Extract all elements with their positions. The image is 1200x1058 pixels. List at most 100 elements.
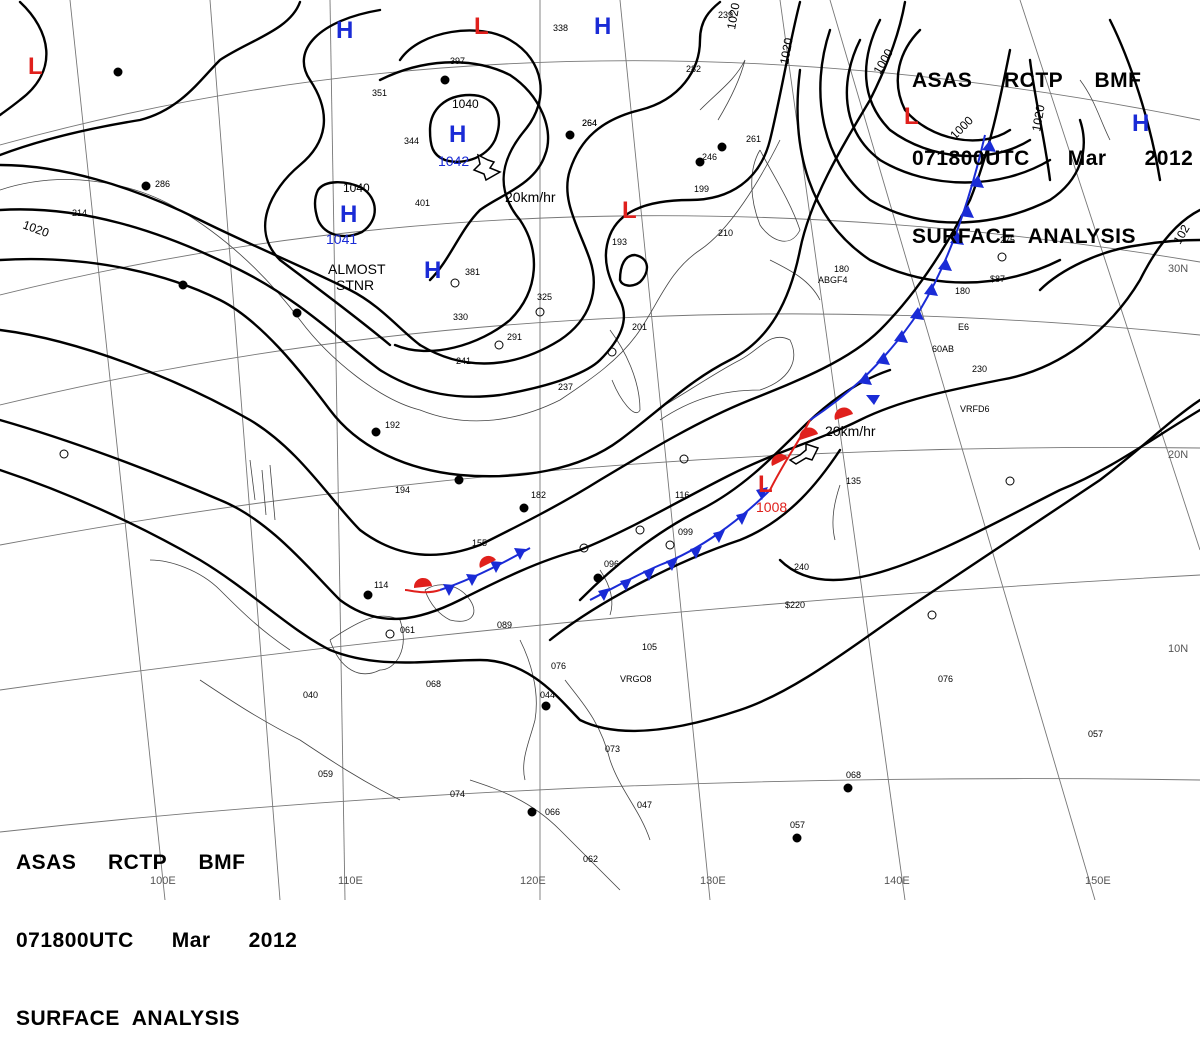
station-data: 338 397 351 344 401 381 330 325 264 246 …: [72, 10, 1103, 864]
isobar: [0, 208, 1200, 621]
graticule-labels: 100E 110E 120E 130E 140E 150E 30N 20N 10…: [150, 263, 1188, 887]
isobar: [313, 181, 376, 238]
isobars: [0, 0, 1200, 733]
warm-front-west-bumps: [413, 555, 496, 588]
isobar: [1108, 18, 1162, 182]
pressure-centers: H H H H H H L L L L L: [28, 13, 1149, 498]
isobar: [0, 48, 1012, 557]
station-value: 401: [415, 198, 430, 208]
stationary-label-2: STNR: [336, 277, 374, 293]
footer-line-1: ASAS RCTP BMF: [16, 851, 246, 874]
cold-front-barbs: [858, 140, 996, 405]
annotations: 20km/hr 20km/hr ALMOST STNR: [328, 189, 876, 439]
station-value: 074: [450, 789, 465, 799]
station-value: 192: [385, 420, 400, 430]
lon-label: 140E: [884, 875, 910, 887]
station-value: 261: [746, 134, 761, 144]
lon-label: 150E: [1085, 875, 1111, 887]
station-value: 214: [72, 208, 87, 218]
station-code: VRGO8: [620, 674, 652, 684]
station-value: 047: [637, 800, 652, 810]
high-center-symbol: H: [340, 201, 357, 228]
low-center-symbol: L: [474, 13, 489, 40]
station-value: 105: [642, 642, 657, 652]
isobar: [418, 0, 722, 365]
lon-label: 130E: [700, 875, 726, 887]
isobar: [864, 18, 1032, 158]
central-pressure: 1042: [438, 153, 469, 169]
isobar: [1028, 58, 1052, 182]
station-value: 059: [318, 769, 333, 779]
high-center-symbol: H: [336, 17, 353, 44]
station-value: 061: [400, 625, 415, 635]
station-value: 237: [558, 382, 573, 392]
station-value: 325: [537, 292, 552, 302]
station-value: 291: [507, 332, 522, 342]
station-value: 275: [1000, 235, 1015, 245]
central-pressure: 1041: [326, 231, 357, 247]
station-value: 286: [155, 179, 170, 189]
isobar-label: 1040: [343, 181, 370, 195]
station-value: 057: [1088, 729, 1103, 739]
high-center-symbol: H: [449, 121, 466, 148]
motion-label-low: 20km/hr: [825, 423, 876, 439]
station-value: 076: [938, 674, 953, 684]
isobar: [796, 68, 1062, 284]
station-value: 230: [972, 364, 987, 374]
isobar: [896, 28, 1012, 142]
station-value: 210: [718, 228, 733, 238]
isobar-label: 1020: [724, 1, 742, 30]
cold-front-south-barbs: [598, 487, 768, 601]
high-center-symbol: H: [1132, 110, 1149, 137]
station-value: 246: [702, 152, 717, 162]
warm-front-main: [769, 419, 811, 491]
station-value: 062: [583, 854, 598, 864]
station-value: 068: [846, 770, 861, 780]
stationary-label-1: ALMOST: [328, 261, 386, 277]
station-value: 073: [605, 744, 620, 754]
station-value: 381: [465, 267, 480, 277]
high-center-symbol: H: [594, 13, 611, 40]
cold-front-west-barbs: [443, 548, 526, 596]
station-value: 199: [694, 184, 709, 194]
isobar: [0, 0, 802, 398]
station-value: 076: [551, 661, 566, 671]
station-value: 344: [404, 136, 419, 146]
warm-front-west: [404, 589, 441, 594]
isobar: [0, 163, 422, 347]
header-line-1: ASAS RCTP BMF: [912, 69, 1142, 92]
station-value: 099: [678, 527, 693, 537]
station-value: 044: [540, 690, 555, 700]
station-value: 114: [374, 580, 388, 590]
header-line-3: SURFACE ANALYSIS: [912, 225, 1136, 248]
isobar-label: 1020: [777, 36, 795, 65]
central-pressure: 1008: [756, 499, 787, 515]
station-value: 057: [790, 820, 805, 830]
station-value: 240: [794, 562, 809, 572]
lon-label: 120E: [520, 875, 546, 887]
low-center-symbol: L: [28, 53, 43, 80]
lon-label: 110E: [338, 875, 363, 887]
station-value: 241: [456, 356, 471, 366]
station-code: ABGF4: [818, 275, 848, 285]
isobar: [578, 368, 892, 602]
station-value: 397: [450, 56, 465, 66]
station-value: 330: [453, 312, 468, 322]
station-code: E6: [958, 322, 969, 332]
isobar: [618, 253, 649, 287]
isobar: [263, 8, 392, 347]
isobar: [393, 29, 542, 353]
isobar-label: 1040: [452, 97, 479, 111]
motion-label-high: 20km/hr: [505, 189, 556, 205]
station-value: 264: [582, 118, 597, 128]
low-center-symbol: L: [758, 471, 773, 498]
header-line-2: 071800UTC Mar 2012: [912, 147, 1194, 170]
isobar: [778, 408, 1200, 582]
footer-line-3: SURFACE ANALYSIS: [16, 1007, 240, 1030]
high-center-symbol: H: [424, 257, 441, 284]
motion-arrow-high: [472, 153, 502, 182]
station-code: VRFD6: [960, 404, 990, 414]
isobar: [428, 93, 500, 163]
station-value: 282: [686, 64, 701, 74]
isobar: [0, 398, 1200, 733]
